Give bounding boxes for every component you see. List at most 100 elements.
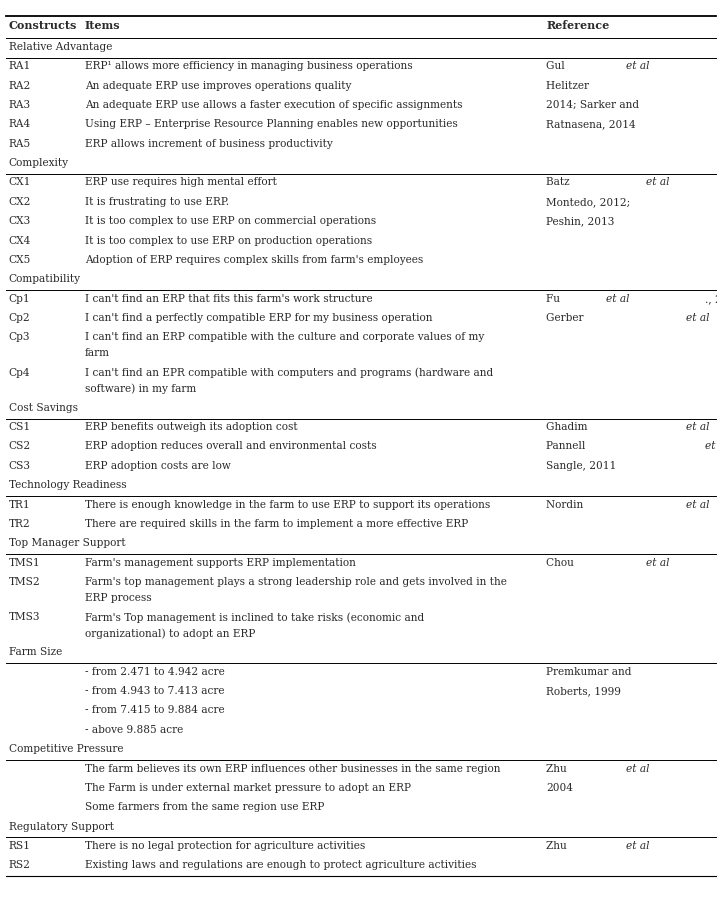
Text: Cp1: Cp1 xyxy=(9,294,30,304)
Text: An adequate ERP use allows a faster execution of specific assignments: An adequate ERP use allows a faster exec… xyxy=(85,100,462,110)
Text: The Farm is under external market pressure to adopt an ERP: The Farm is under external market pressu… xyxy=(85,783,411,793)
Text: Roberts, 1999: Roberts, 1999 xyxy=(546,686,621,696)
Text: Gul: Gul xyxy=(546,61,569,71)
Text: Using ERP – Enterprise Resource Planning enables new opportunities: Using ERP – Enterprise Resource Planning… xyxy=(85,119,457,130)
Text: farm: farm xyxy=(85,348,110,359)
Text: CS3: CS3 xyxy=(9,460,31,471)
Text: et al: et al xyxy=(706,441,717,451)
Text: software) in my farm: software) in my farm xyxy=(85,383,196,394)
Text: CS2: CS2 xyxy=(9,441,31,451)
Text: TR1: TR1 xyxy=(9,499,30,510)
Text: Technology Readiness: Technology Readiness xyxy=(9,480,126,490)
Text: It is frustrating to use ERP.: It is frustrating to use ERP. xyxy=(85,196,229,207)
Text: organizational) to adopt an ERP: organizational) to adopt an ERP xyxy=(85,628,255,639)
Text: CX1: CX1 xyxy=(9,177,31,187)
Text: ERP allows increment of business productivity: ERP allows increment of business product… xyxy=(85,139,333,149)
Text: CX4: CX4 xyxy=(9,235,31,246)
Text: An adequate ERP use improves operations quality: An adequate ERP use improves operations … xyxy=(85,80,351,91)
Text: There are required skills in the farm to implement a more effective ERP: There are required skills in the farm to… xyxy=(85,519,468,529)
Text: I can't find an ERP that fits this farm's work structure: I can't find an ERP that fits this farm'… xyxy=(85,294,372,304)
Text: Cp3: Cp3 xyxy=(9,332,30,342)
Text: Reference: Reference xyxy=(546,20,609,31)
Text: RA4: RA4 xyxy=(9,119,31,130)
Text: RA2: RA2 xyxy=(9,80,31,91)
Text: Cost Savings: Cost Savings xyxy=(9,403,77,413)
Text: ERP adoption costs are low: ERP adoption costs are low xyxy=(85,460,230,471)
Text: Relative Advantage: Relative Advantage xyxy=(9,41,112,52)
Text: Ghadim: Ghadim xyxy=(546,422,592,432)
Text: Farm Size: Farm Size xyxy=(9,647,62,658)
Text: Nordin: Nordin xyxy=(546,499,587,510)
Text: Farm's Top management is inclined to take risks (economic and: Farm's Top management is inclined to tak… xyxy=(85,612,424,623)
Text: CX2: CX2 xyxy=(9,196,31,207)
Text: I can't find an ERP compatible with the culture and corporate values of my: I can't find an ERP compatible with the … xyxy=(85,332,484,342)
Text: Peshin, 2013: Peshin, 2013 xyxy=(546,216,614,226)
Text: Zhu: Zhu xyxy=(546,763,571,774)
Text: 2014; Sarker and: 2014; Sarker and xyxy=(546,100,640,110)
Text: Montedo, 2012;: Montedo, 2012; xyxy=(546,196,630,207)
Text: Regulatory Support: Regulatory Support xyxy=(9,822,113,832)
Text: ., 2007;: ., 2007; xyxy=(706,294,717,304)
Text: et al: et al xyxy=(685,422,709,432)
Text: Items: Items xyxy=(85,20,120,31)
Text: It is too complex to use ERP on commercial operations: It is too complex to use ERP on commerci… xyxy=(85,216,376,226)
Text: et al: et al xyxy=(685,313,709,323)
Text: TMS2: TMS2 xyxy=(9,577,40,587)
Text: ERP¹ allows more efficiency in managing business operations: ERP¹ allows more efficiency in managing … xyxy=(85,61,412,71)
Text: RA5: RA5 xyxy=(9,139,31,149)
Text: There is no legal protection for agriculture activities: There is no legal protection for agricul… xyxy=(85,841,365,851)
Text: Gerber: Gerber xyxy=(546,313,587,323)
Text: Adoption of ERP requires complex skills from farm's employees: Adoption of ERP requires complex skills … xyxy=(85,255,423,265)
Text: Ratnasena, 2014: Ratnasena, 2014 xyxy=(546,119,636,130)
Text: et al: et al xyxy=(685,499,709,510)
Text: TR2: TR2 xyxy=(9,519,30,529)
Text: TMS3: TMS3 xyxy=(9,612,40,623)
Text: Cp2: Cp2 xyxy=(9,313,30,323)
Text: ERP benefits outweigh its adoption cost: ERP benefits outweigh its adoption cost xyxy=(85,422,298,432)
Text: Existing laws and regulations are enough to protect agriculture activities: Existing laws and regulations are enough… xyxy=(85,860,476,870)
Text: ERP adoption reduces overall and environmental costs: ERP adoption reduces overall and environ… xyxy=(85,441,376,451)
Text: Top Manager Support: Top Manager Support xyxy=(9,538,125,549)
Text: Batz: Batz xyxy=(546,177,574,187)
Text: 2004: 2004 xyxy=(546,783,574,793)
Text: Complexity: Complexity xyxy=(9,158,69,168)
Text: et al: et al xyxy=(646,177,669,187)
Text: Zhu: Zhu xyxy=(546,841,571,851)
Text: CX3: CX3 xyxy=(9,216,31,226)
Text: Pannell: Pannell xyxy=(546,441,589,451)
Text: - from 7.415 to 9.884 acre: - from 7.415 to 9.884 acre xyxy=(85,705,224,715)
Text: I can't find a perfectly compatible ERP for my business operation: I can't find a perfectly compatible ERP … xyxy=(85,313,432,323)
Text: et al: et al xyxy=(626,841,650,851)
Text: ERP use requires high mental effort: ERP use requires high mental effort xyxy=(85,177,277,187)
Text: RA1: RA1 xyxy=(9,61,31,71)
Text: RA3: RA3 xyxy=(9,100,31,110)
Text: et al: et al xyxy=(626,763,650,774)
Text: Cp4: Cp4 xyxy=(9,368,30,378)
Text: CS1: CS1 xyxy=(9,422,31,432)
Text: Constructs: Constructs xyxy=(9,20,77,31)
Text: Sangle, 2011: Sangle, 2011 xyxy=(546,460,617,471)
Text: RS2: RS2 xyxy=(9,860,31,870)
Text: Fu: Fu xyxy=(546,294,564,304)
Text: I can't find an EPR compatible with computers and programs (hardware and: I can't find an EPR compatible with comp… xyxy=(85,368,493,378)
Text: Premkumar and: Premkumar and xyxy=(546,667,632,677)
Text: It is too complex to use ERP on production operations: It is too complex to use ERP on producti… xyxy=(85,235,371,246)
Text: Chou: Chou xyxy=(546,558,578,568)
Text: ERP process: ERP process xyxy=(85,593,151,603)
Text: et al: et al xyxy=(646,558,669,568)
Text: Competitive Pressure: Competitive Pressure xyxy=(9,744,123,754)
Text: RS1: RS1 xyxy=(9,841,31,851)
Text: The farm believes its own ERP influences other businesses in the same region: The farm believes its own ERP influences… xyxy=(85,763,500,774)
Text: - from 4.943 to 7.413 acre: - from 4.943 to 7.413 acre xyxy=(85,686,224,696)
Text: Some farmers from the same region use ERP: Some farmers from the same region use ER… xyxy=(85,802,324,813)
Text: There is enough knowledge in the farm to use ERP to support its operations: There is enough knowledge in the farm to… xyxy=(85,499,490,510)
Text: et al: et al xyxy=(606,294,630,304)
Text: Compatibility: Compatibility xyxy=(9,274,80,285)
Text: TMS1: TMS1 xyxy=(9,558,40,568)
Text: Farm's top management plays a strong leadership role and gets involved in the: Farm's top management plays a strong lea… xyxy=(85,577,506,587)
Text: - above 9.885 acre: - above 9.885 acre xyxy=(85,724,183,735)
Text: Farm's management supports ERP implementation: Farm's management supports ERP implement… xyxy=(85,558,356,568)
Text: CX5: CX5 xyxy=(9,255,31,265)
Text: Helitzer: Helitzer xyxy=(546,80,593,91)
Text: et al: et al xyxy=(626,61,650,71)
